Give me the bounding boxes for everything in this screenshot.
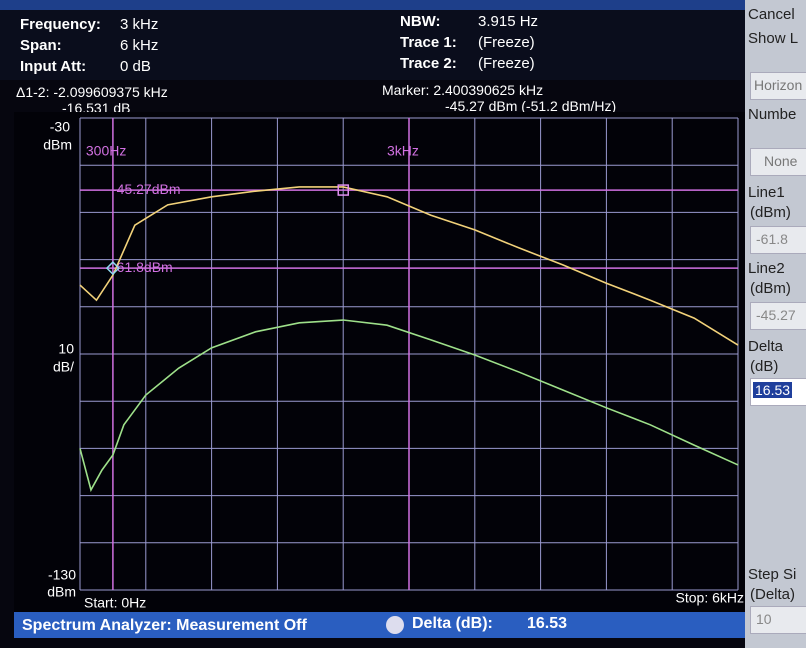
value: 3 kHz: [120, 16, 159, 33]
marker-point: [337, 184, 349, 196]
start-label: Start: 0Hz: [84, 595, 146, 611]
trace: [79, 186, 739, 346]
y-top-label: -30: [50, 119, 70, 135]
label: Trace 1:: [400, 34, 457, 51]
scale-div: 10: [58, 341, 74, 357]
number-label: Numbe: [748, 106, 797, 123]
horizon-text: Horizon: [754, 77, 803, 93]
label: Input Att:: [20, 58, 87, 75]
delta-value: 16.53: [753, 382, 793, 398]
marker-vline-label: 3kHz: [387, 143, 419, 159]
delta-label: Δ1-2: -2.099609375 kHz: [16, 84, 168, 100]
label: Span:: [20, 37, 62, 54]
step-unit: (Delta): [750, 586, 796, 603]
marker-title: Marker:: [382, 82, 430, 98]
status-delta-value: 16.53: [527, 615, 568, 632]
none-field[interactable]: [750, 148, 806, 176]
marker-level-value: -45.27: [445, 98, 485, 114]
scale-unit: dB/: [53, 359, 74, 375]
line2-label: Line2: [748, 260, 785, 277]
marker-level: -45.27 dBm (-51.2 dBm/Hz): [445, 98, 616, 114]
show-button[interactable]: Show L: [748, 30, 799, 47]
y-bottom-label: -130: [48, 567, 76, 583]
cancel-button[interactable]: Cancel: [748, 6, 795, 23]
line2-unit: (dBm): [750, 280, 791, 297]
line1-value: -61.8: [756, 231, 788, 247]
label: NBW:: [400, 13, 441, 30]
marker-level-text: dBm (-51.2 dBm/Hz): [488, 98, 617, 114]
marker-unit: kHz: [519, 82, 544, 98]
horizon-field[interactable]: [750, 72, 806, 100]
step-value: 10: [756, 611, 772, 627]
line2-field[interactable]: [750, 302, 806, 330]
marker-vline-label: 300Hz: [86, 143, 126, 159]
line1-field[interactable]: [750, 226, 806, 254]
marker-freq: 2.400390625: [433, 82, 516, 98]
line2-value: -45.27: [756, 307, 796, 323]
status-text: Spectrum Analyzer: Measurement Off: [22, 617, 307, 634]
top-strip: [0, 0, 745, 10]
none-text: None: [764, 153, 798, 169]
value: 6 kHz: [120, 37, 159, 54]
line1-unit: (dBm): [750, 204, 791, 221]
trace: [79, 319, 739, 493]
y-bottom-unit: dBm: [47, 584, 76, 600]
value: (Freeze): [478, 34, 535, 51]
step-field[interactable]: [750, 606, 806, 634]
delta-panel-unit: (dB): [750, 358, 779, 375]
status-icon: [386, 616, 404, 634]
header-bg: [0, 0, 745, 80]
status-delta-label: Delta (dB):: [412, 615, 493, 632]
marker-hline-label: -45.27dBm: [112, 181, 180, 197]
stop-label: Stop: 6kHz: [676, 590, 744, 606]
marker-hline-label: -61.8dBm: [112, 259, 173, 275]
label: Trace 2:: [400, 55, 457, 72]
step-label: Step Si: [748, 566, 797, 583]
marker-label: Marker: 2.400390625 kHz: [382, 82, 543, 98]
value: 3.915 Hz: [478, 13, 539, 30]
label: Frequency:: [20, 16, 101, 33]
delta-marker: [105, 261, 120, 276]
y-top-unit: dBm: [43, 137, 72, 153]
value: 0 dB: [120, 58, 151, 75]
value: (Freeze): [478, 55, 535, 72]
delta-panel-label: Delta: [748, 338, 784, 355]
line1-label: Line1: [748, 184, 785, 201]
status-bar: [14, 612, 745, 638]
